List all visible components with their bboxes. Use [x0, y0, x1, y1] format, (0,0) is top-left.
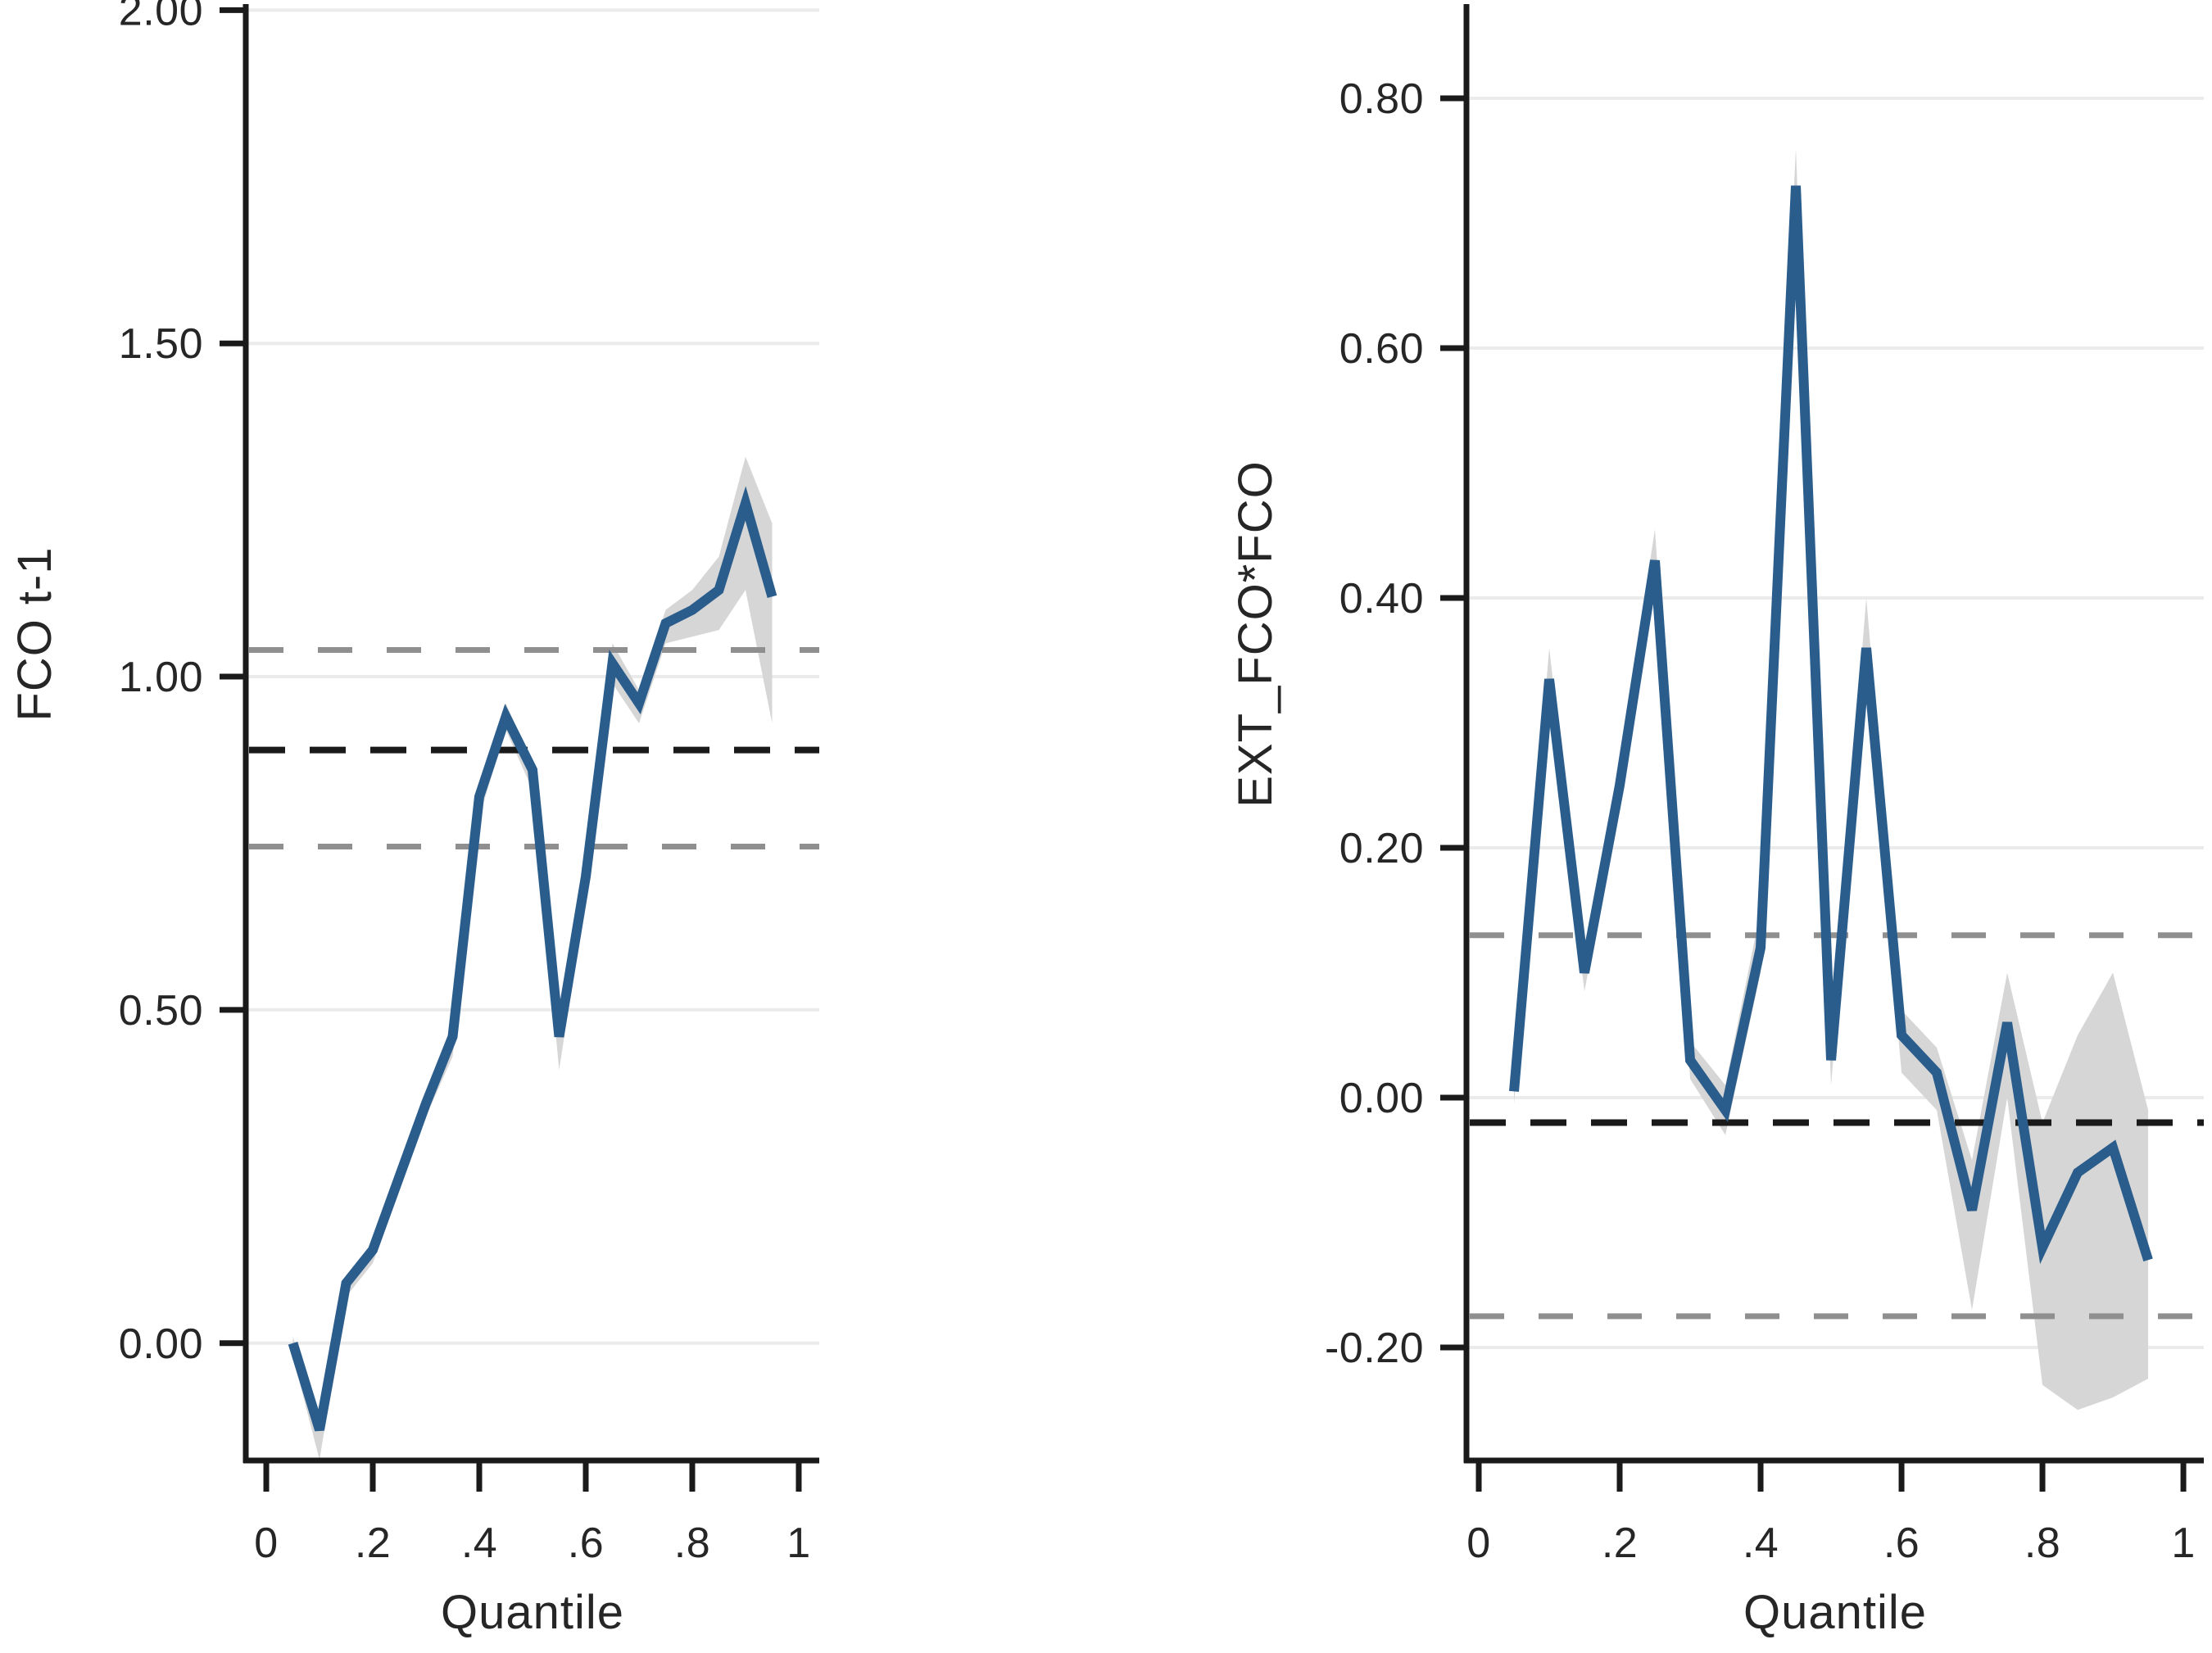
- y-tick-label-1: 1.00: [119, 654, 203, 701]
- panel-right: 0.80 0.60 0.40 0.20 0.00 -0.20 0 .2 .4 .6 .8 1 Quant…: [1229, 4, 2204, 1639]
- quantile-estimate-line: [1509, 185, 2153, 1265]
- x-tick-label-0.2: .2: [1602, 1519, 1638, 1567]
- x-tick-label-0.4: .4: [461, 1519, 497, 1567]
- y-tick-label-2: 2.00: [119, 0, 203, 34]
- y-tick-label-0.2: 0.20: [1339, 825, 1424, 872]
- x-tick-label-0.8: .8: [674, 1519, 710, 1567]
- x-tick-label-1: 1: [786, 1519, 810, 1567]
- y-axis-title: FCO t-1: [8, 546, 61, 721]
- y-tick-label-0.5: 0.50: [119, 987, 203, 1035]
- y-tick-label-0.4: 0.40: [1339, 575, 1424, 623]
- y-tick-label-1.5: 1.50: [119, 320, 203, 368]
- x-axis-title: Quantile: [441, 1586, 624, 1639]
- x-tick-label-1: 1: [2171, 1519, 2195, 1567]
- y-tick-label-0: 0.00: [119, 1320, 203, 1368]
- y-tick-label-0.6: 0.60: [1339, 325, 1424, 373]
- x-tick-label-0: 0: [1466, 1519, 1490, 1567]
- x-tick-label-0.8: .8: [2024, 1519, 2060, 1567]
- x-tick-label-0.6: .6: [568, 1519, 604, 1567]
- x-tick-label-0.4: .4: [1743, 1519, 1779, 1567]
- x-tick-label-0.2: .2: [355, 1519, 391, 1567]
- y-tick-label-0.8: 0.80: [1339, 75, 1424, 123]
- x-tick-label-0: 0: [254, 1519, 278, 1567]
- panel-left: 2.00 1.50 1.00 0.50 0.00 0 .2 .4 .6 .8 1 Quantile FC…: [8, 0, 819, 1639]
- y-axis-title: EXT_FCO*FCO: [1229, 460, 1282, 808]
- quantile-estimate-line: [288, 486, 777, 1432]
- y-tick-label--0.2: -0.20: [1325, 1325, 1424, 1372]
- x-tick-label-0.6: .6: [1883, 1519, 1920, 1567]
- x-axis-title: Quantile: [1743, 1586, 1927, 1639]
- y-tick-label-0: 0.00: [1339, 1075, 1424, 1122]
